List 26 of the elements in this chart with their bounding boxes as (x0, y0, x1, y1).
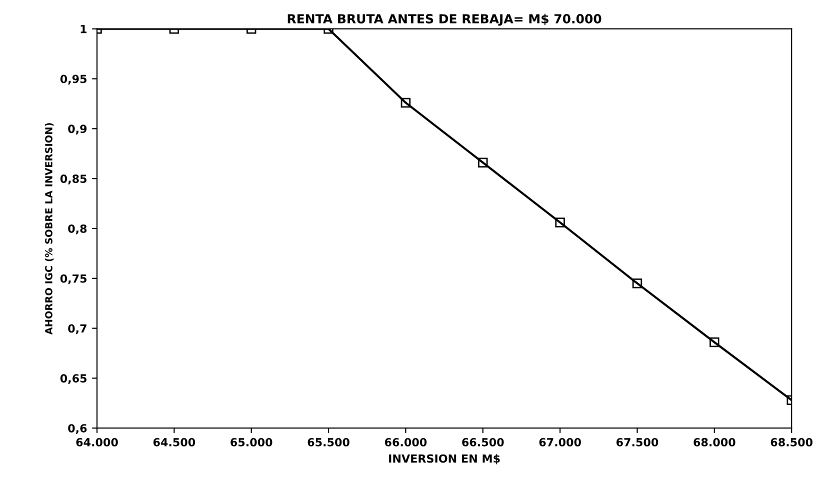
x-axis-title: INVERSION EN M$ (389, 454, 500, 464)
y-tick-label: 0,75 (60, 274, 86, 284)
x-tick-label: 66.000 (384, 438, 427, 446)
x-tick-label: 65.500 (308, 438, 350, 446)
x-tick-label: 67.500 (616, 438, 658, 446)
x-tick-label: 68.500 (770, 438, 812, 446)
x-tick-label: 64.500 (153, 438, 196, 446)
x-tick-label: 65.000 (230, 438, 272, 446)
x-tick-label: 66.500 (462, 438, 504, 446)
chart-subtitle: RENTA BRUTA ANTES DE REBAJA= M$ 70.000 (288, 14, 602, 26)
y-tick-label: 0,65 (60, 374, 86, 384)
x-tick-label: 67.000 (539, 438, 581, 446)
point (632, 278, 642, 288)
y-tick-label: 0,85 (60, 174, 86, 184)
point (555, 218, 565, 228)
y-tick-label: 0,95 (60, 74, 86, 85)
point (710, 337, 720, 348)
y-tick-label: 0,8 (68, 224, 87, 234)
y-axis-title: AHORRO IGC (% SOBRE LA INVERSION) (44, 123, 54, 335)
x-tick-label: 64.000 (76, 438, 118, 446)
y-tick-label: 0,7 (68, 324, 86, 334)
y-tick-label: 0,6 (68, 424, 87, 434)
x-tick-label: 68.000 (694, 438, 736, 446)
y-tick-label: 0,9 (68, 124, 87, 134)
y-tick-label: 1 (80, 24, 87, 34)
point (478, 158, 488, 168)
